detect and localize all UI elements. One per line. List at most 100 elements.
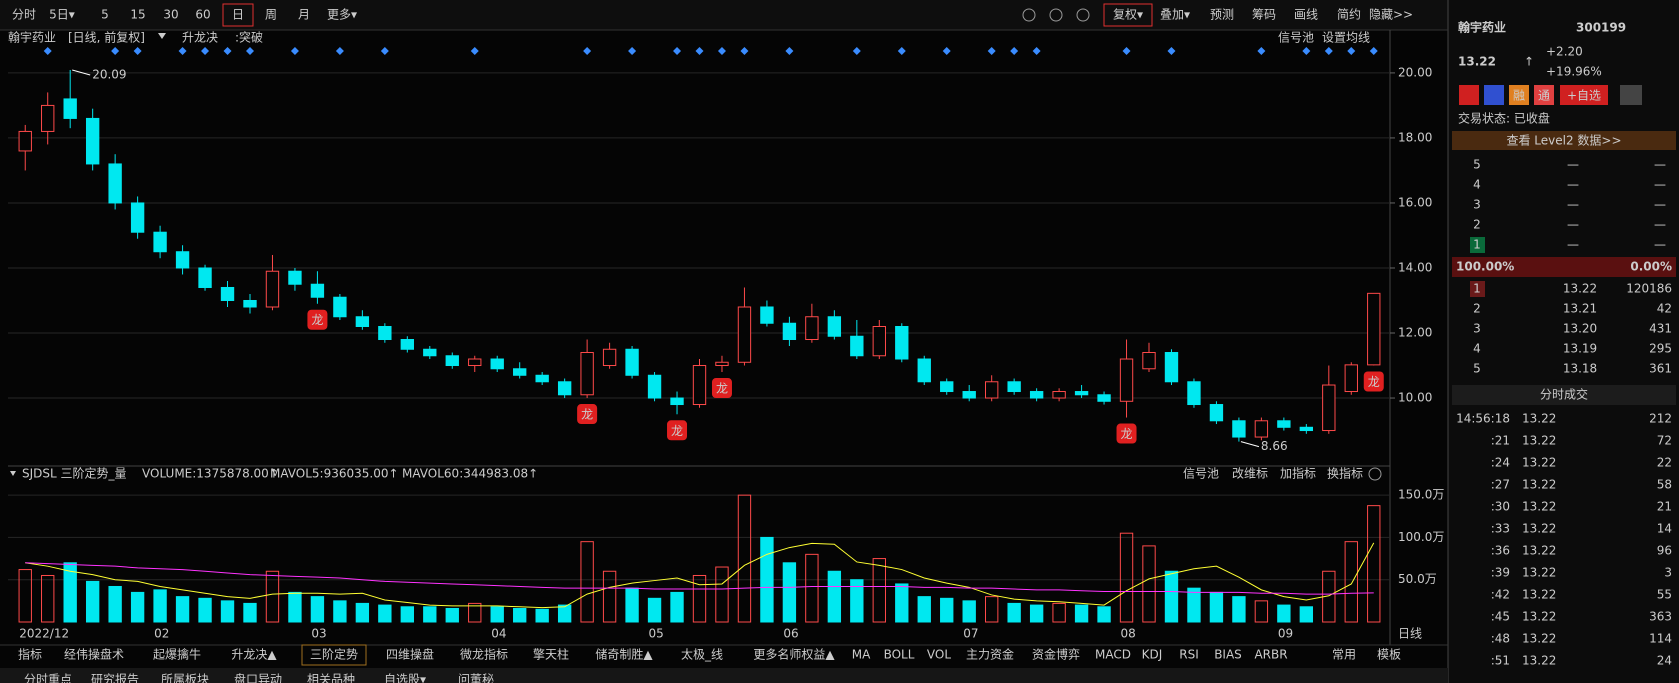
legend-button[interactable]: 改维标 <box>1232 467 1268 481</box>
toolbar-button[interactable]: 分时 <box>12 8 36 22</box>
signal-label: 龙 <box>671 424 683 438</box>
legend-button[interactable]: 设置均线 <box>1322 31 1370 45</box>
sub-tab[interactable]: 分时重点 <box>24 673 72 683</box>
flash-icon <box>1484 85 1504 105</box>
tab[interactable]: MACD <box>1095 648 1131 662</box>
tab[interactable]: 三阶定势 <box>310 647 358 662</box>
volume-bar <box>400 606 415 623</box>
toolbar-button[interactable]: 日 <box>232 8 244 22</box>
toolbar-button[interactable]: 筹码 <box>1252 8 1276 22</box>
tab[interactable]: 微龙指标 <box>460 647 508 662</box>
toolbar-button[interactable]: 更多▾ <box>327 8 357 22</box>
trade-time: 14:56:18 <box>1456 412 1510 426</box>
sub-tab[interactable]: 盘口异动 <box>234 672 282 683</box>
toolbar-button[interactable]: 15 <box>130 8 145 22</box>
tab[interactable]: KDJ <box>1142 648 1163 662</box>
sub-tab[interactable]: 问董秘 <box>458 673 494 683</box>
toolbar-button[interactable]: 5日▾ <box>49 8 75 22</box>
tab[interactable]: 经伟操盘术 <box>64 647 124 662</box>
tab[interactable]: 指标 <box>18 647 42 662</box>
toolbar-button[interactable]: 30 <box>163 8 178 22</box>
legend-button[interactable]: 信号池 <box>1278 31 1314 45</box>
toolbar-button[interactable]: 画线 <box>1294 8 1318 22</box>
tab[interactable]: 储奇制胜▲ <box>595 647 653 662</box>
candle-body <box>288 270 302 285</box>
tab[interactable]: 升龙决▲ <box>231 648 277 662</box>
volume-bar <box>1074 604 1089 623</box>
level2-bar[interactable] <box>1452 131 1676 150</box>
sell-level: 4 <box>1473 178 1481 192</box>
volume-bar <box>243 602 257 623</box>
add-button[interactable] <box>1560 85 1608 105</box>
toolbar-button[interactable]: 简约 <box>1337 7 1361 22</box>
bell-icon[interactable] <box>1620 85 1642 105</box>
toolbar-button[interactable]: 隐藏>> <box>1369 8 1413 22</box>
toolbar-icon[interactable] <box>1049 8 1063 22</box>
toolbar-button[interactable]: 预测 <box>1210 8 1234 22</box>
buy-volume: 361 <box>1649 362 1672 376</box>
trade-price: 13.22 <box>1522 522 1556 536</box>
toolbar-button[interactable]: 周 <box>265 8 277 22</box>
toolbar-icon[interactable] <box>1022 8 1036 22</box>
buy-level: 5 <box>1473 362 1481 376</box>
tab[interactable]: VOL <box>927 648 951 662</box>
tab[interactable]: 起爆擒牛 <box>153 647 201 662</box>
volume-bar <box>760 536 774 623</box>
level2-link[interactable]: 查看 Level2 数据>> <box>1506 133 1621 148</box>
volume-bar <box>153 589 167 623</box>
tab[interactable]: 常用 <box>1332 648 1356 662</box>
toolbar-button[interactable]: 5 <box>101 8 109 22</box>
trade-volume: 21 <box>1657 500 1672 514</box>
signal-badge <box>667 420 688 441</box>
toolbar-button[interactable]: 60 <box>195 8 210 22</box>
sell-volume: — <box>1654 178 1666 192</box>
tab[interactable]: 资金博弈 <box>1032 647 1080 662</box>
y-tick-label: 10.00 <box>1398 391 1432 405</box>
tab[interactable]: RSI <box>1179 648 1199 662</box>
tab[interactable]: 四维操盘 <box>386 647 434 662</box>
buy-level: 3 <box>1473 322 1481 336</box>
signal-label: 龙 <box>1368 375 1380 389</box>
tab[interactable]: ARBR <box>1254 648 1287 662</box>
close-icon[interactable] <box>1368 467 1382 481</box>
sub-tab[interactable]: 自选股▾ <box>384 673 426 683</box>
toolbar-button[interactable]: 叠加▾ <box>1160 8 1190 22</box>
tab[interactable]: 主力资金 <box>966 647 1014 662</box>
tab[interactable]: 擎天柱 <box>533 647 569 662</box>
sub-tab[interactable]: 所属板块 <box>161 673 209 683</box>
legend-button[interactable]: 信号池 <box>1183 467 1219 481</box>
tab[interactable]: 太极_线 <box>681 647 723 662</box>
volume-bar <box>130 591 145 623</box>
volume-bar <box>490 606 504 623</box>
sub-tab[interactable]: 相关品种 <box>307 673 355 683</box>
breakout-marker <box>987 47 996 55</box>
sub-tab[interactable]: 研究报告 <box>91 672 139 683</box>
candle-body <box>692 365 707 406</box>
sell-volume: — <box>1654 198 1666 212</box>
candle-body <box>1344 364 1358 393</box>
tab[interactable]: 模板 <box>1377 648 1401 662</box>
volume-bar <box>625 587 639 623</box>
tab[interactable]: MA <box>852 648 871 662</box>
add-button-label[interactable]: +自选 <box>1567 89 1601 103</box>
tab[interactable]: BOLL <box>884 648 915 662</box>
toolbar-button[interactable]: 复权▾ <box>1113 8 1143 22</box>
x-tick-label: 06 <box>783 627 798 641</box>
tab[interactable]: BIAS <box>1214 648 1242 662</box>
legend-button[interactable]: 换指标 <box>1327 466 1363 481</box>
volume-bar <box>715 566 729 623</box>
breakout-marker <box>785 47 794 55</box>
volume-bar <box>872 558 886 623</box>
toolbar-icon[interactable] <box>1076 8 1090 22</box>
breakout-marker <box>1122 47 1131 55</box>
x-axis-label: 日线 <box>1398 627 1422 641</box>
breakout-marker <box>583 47 592 55</box>
legend-button[interactable]: 加指标 <box>1280 466 1316 481</box>
tab[interactable]: 更多名师权益▲ <box>753 647 835 662</box>
volume-bar <box>288 591 302 623</box>
toolbar-button[interactable]: 月 <box>298 8 310 22</box>
candle-body <box>423 348 437 357</box>
volume-bar <box>265 570 280 623</box>
